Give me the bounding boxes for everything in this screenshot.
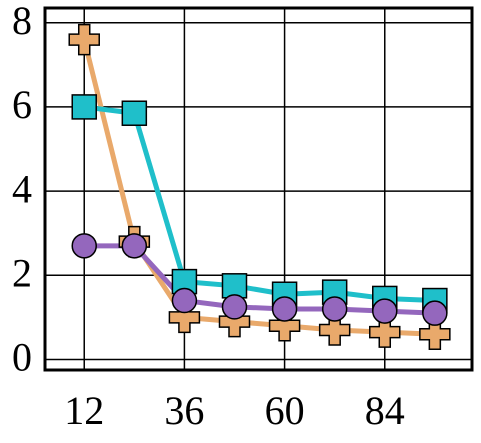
marker — [71, 94, 97, 120]
marker — [221, 294, 248, 320]
y-tick-label: 0 — [12, 335, 32, 380]
plot-frame — [43, 6, 474, 372]
y-tick-label: 6 — [12, 82, 32, 127]
marker — [121, 233, 148, 259]
marker — [369, 316, 401, 348]
x-tick-label: 84 — [365, 388, 405, 433]
marker — [422, 300, 448, 326]
series-line — [83, 104, 435, 304]
marker — [271, 296, 298, 322]
y-tick-label: 4 — [12, 166, 32, 211]
marker — [71, 233, 97, 259]
marker — [419, 318, 451, 350]
x-tick-label: 12 — [64, 388, 104, 433]
x-tick-label: 36 — [164, 388, 204, 433]
x-tick-label: 60 — [265, 388, 305, 433]
marker — [321, 296, 348, 322]
marker — [121, 100, 148, 126]
marker — [372, 298, 398, 324]
marker — [171, 287, 198, 314]
marker — [318, 314, 351, 346]
y-tick-label: 2 — [12, 250, 32, 295]
y-tick-label: 8 — [12, 0, 32, 43]
marker — [68, 23, 100, 56]
